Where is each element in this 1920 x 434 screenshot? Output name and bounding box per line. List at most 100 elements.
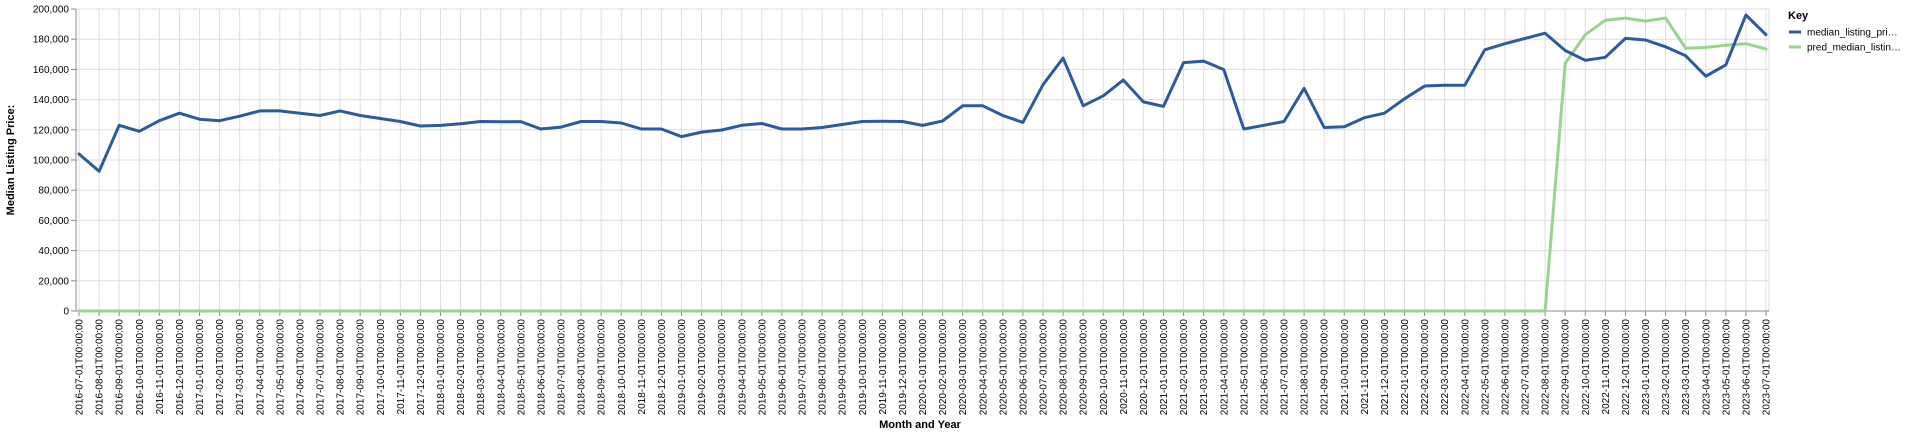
x-tick-label: 2018-02-01T00:00:00 [456, 319, 467, 416]
x-tick-label: 2019-02-01T00:00:00 [697, 319, 708, 416]
x-tick-label: 2019-09-01T00:00:00 [838, 319, 849, 416]
x-tick-label: 2019-05-01T00:00:00 [757, 319, 768, 416]
x-tick-label: 2019-04-01T00:00:00 [737, 319, 748, 416]
y-tick-label: 200,000 [33, 5, 70, 16]
x-tick-label: 2022-02-01T00:00:00 [1420, 319, 1431, 416]
x-tick-label: 2019-03-01T00:00:00 [717, 319, 728, 416]
x-tick-label: 2020-12-01T00:00:00 [1139, 319, 1150, 416]
x-tick-label: 2018-12-01T00:00:00 [657, 319, 668, 416]
x-tick-label: 2018-06-01T00:00:00 [536, 319, 547, 416]
y-tick-label: 20,000 [38, 276, 69, 287]
x-tick-label: 2022-06-01T00:00:00 [1500, 319, 1511, 416]
x-tick-label: 2017-12-01T00:00:00 [416, 319, 427, 416]
y-tick-label: 100,000 [33, 156, 70, 167]
x-tick-label: 2020-04-01T00:00:00 [978, 319, 989, 416]
x-tick-label: 2022-08-01T00:00:00 [1541, 319, 1552, 416]
x-tick-label: 2021-08-01T00:00:00 [1300, 319, 1311, 416]
x-tick-label: 2020-10-01T00:00:00 [1099, 319, 1110, 416]
x-tick-label: 2016-10-01T00:00:00 [135, 319, 146, 416]
y-axis: 0 20,000 40,000 60,000 80,000 100,000 120,000 1… [33, 5, 77, 318]
x-tick-label: 2020-06-01T00:00:00 [1018, 319, 1029, 416]
x-tick-label: 2017-04-01T00:00:00 [255, 319, 266, 416]
series-line-1 [77, 16, 1768, 313]
x-tick-label: 2022-12-01T00:00:00 [1621, 319, 1632, 416]
x-tick-label: 2016-09-01T00:00:00 [115, 319, 126, 416]
x-tick-label: 2020-01-01T00:00:00 [918, 319, 929, 416]
x-tick-label: 2022-05-01T00:00:00 [1480, 319, 1491, 416]
x-tick-label: 2022-07-01T00:00:00 [1521, 319, 1532, 416]
series-line-0 [77, 13, 1768, 173]
x-tick-label: 2021-06-01T00:00:00 [1259, 319, 1270, 416]
x-tick-label: 2020-09-01T00:00:00 [1079, 319, 1090, 416]
x-tick-label: 2022-03-01T00:00:00 [1440, 319, 1451, 416]
y-tick-label: 180,000 [33, 35, 70, 46]
x-tick-label: 2023-06-01T00:00:00 [1741, 319, 1752, 416]
y-tick-label: 140,000 [33, 95, 70, 106]
x-tick-label: 2021-12-01T00:00:00 [1380, 319, 1391, 416]
x-tick-label: 2020-08-01T00:00:00 [1059, 319, 1070, 416]
legend-label: pred_median_listin… [1807, 43, 1901, 54]
x-tick-label: 2021-01-01T00:00:00 [1159, 319, 1170, 416]
y-tick-label: 60,000 [38, 216, 69, 227]
x-tick-label: 2018-11-01T00:00:00 [637, 319, 648, 415]
x-tick-label: 2019-01-01T00:00:00 [677, 319, 688, 416]
x-tick-label: 2020-11-01T00:00:00 [1119, 319, 1130, 415]
x-tick-label: 2019-06-01T00:00:00 [777, 319, 788, 416]
legend-label: median_listing_pri… [1807, 28, 1898, 39]
x-tick-label: 2022-04-01T00:00:00 [1460, 319, 1471, 416]
x-tick-label: 2017-11-01T00:00:00 [396, 319, 407, 415]
x-tick-label: 2022-01-01T00:00:00 [1400, 319, 1411, 416]
x-tick-label: 2022-09-01T00:00:00 [1561, 319, 1572, 416]
x-tick-label: 2016-08-01T00:00:00 [95, 319, 106, 416]
x-tick-label: 2017-01-01T00:00:00 [195, 319, 206, 416]
x-tick-label: 2020-05-01T00:00:00 [998, 319, 1009, 416]
x-tick-label: 2022-11-01T00:00:00 [1601, 319, 1612, 415]
x-tick-label: 2019-08-01T00:00:00 [818, 319, 829, 416]
x-tick-label: 2020-03-01T00:00:00 [958, 319, 969, 416]
y-tick-label: 80,000 [38, 186, 69, 197]
legend: Key median_listing_pri… pred_median_listi… [1788, 10, 1901, 54]
x-tick-label: 2023-01-01T00:00:00 [1641, 319, 1652, 416]
x-tick-label: 2021-10-01T00:00:00 [1340, 319, 1351, 416]
x-tick-label: 2019-11-01T00:00:00 [878, 319, 889, 415]
x-tick-label: 2021-03-01T00:00:00 [1199, 319, 1210, 416]
x-axis-title: Month and Year [879, 419, 961, 431]
x-tick-label: 2019-10-01T00:00:00 [858, 319, 869, 416]
x-tick-label: 2018-07-01T00:00:00 [557, 319, 568, 416]
x-tick-label: 2017-08-01T00:00:00 [336, 319, 347, 416]
y-tick-label: 0 [63, 307, 69, 318]
x-axis: 2016-07-01T00:00:00 2016-08-01T00:00:00 20… [75, 310, 1773, 416]
x-tick-label: 2016-07-01T00:00:00 [75, 319, 86, 416]
x-tick-label: 2023-03-01T00:00:00 [1681, 319, 1692, 416]
y-tick-label: 120,000 [33, 125, 70, 136]
y-tick-label: 160,000 [33, 65, 70, 76]
x-tick-label: 2018-01-01T00:00:00 [436, 319, 447, 416]
x-tick-label: 2019-12-01T00:00:00 [898, 319, 909, 416]
x-tick-label: 2017-07-01T00:00:00 [316, 319, 327, 416]
x-tick-label: 2018-05-01T00:00:00 [516, 319, 527, 416]
x-tick-label: 2017-09-01T00:00:00 [356, 319, 367, 416]
series-lines [77, 13, 1768, 313]
x-tick-label: 2021-11-01T00:00:00 [1360, 319, 1371, 415]
x-tick-label: 2017-02-01T00:00:00 [215, 319, 226, 416]
x-tick-label: 2023-02-01T00:00:00 [1661, 319, 1672, 416]
x-tick-label: 2021-02-01T00:00:00 [1179, 319, 1190, 416]
x-tick-label: 2017-05-01T00:00:00 [275, 319, 286, 416]
x-tick-label: 2017-03-01T00:00:00 [235, 319, 246, 416]
x-tick-label: 2018-09-01T00:00:00 [597, 319, 608, 416]
y-axis-title: Median Listing Price: [5, 105, 17, 216]
legend-title: Key [1788, 10, 1809, 22]
x-tick-label: 2020-02-01T00:00:00 [938, 319, 949, 416]
x-tick-label: 2016-12-01T00:00:00 [175, 319, 186, 416]
x-tick-label: 2023-05-01T00:00:00 [1721, 319, 1732, 416]
x-tick-label: 2023-04-01T00:00:00 [1701, 319, 1712, 416]
gridlines [76, 8, 1770, 312]
x-tick-label: 2016-11-01T00:00:00 [155, 319, 166, 415]
x-tick-label: 2021-09-01T00:00:00 [1320, 319, 1331, 416]
x-tick-label: 2023-07-01T00:00:00 [1762, 319, 1773, 416]
x-tick-label: 2018-04-01T00:00:00 [496, 319, 507, 416]
x-tick-label: 2018-03-01T00:00:00 [476, 319, 487, 416]
x-tick-label: 2021-04-01T00:00:00 [1219, 319, 1230, 416]
y-tick-label: 40,000 [38, 246, 69, 257]
